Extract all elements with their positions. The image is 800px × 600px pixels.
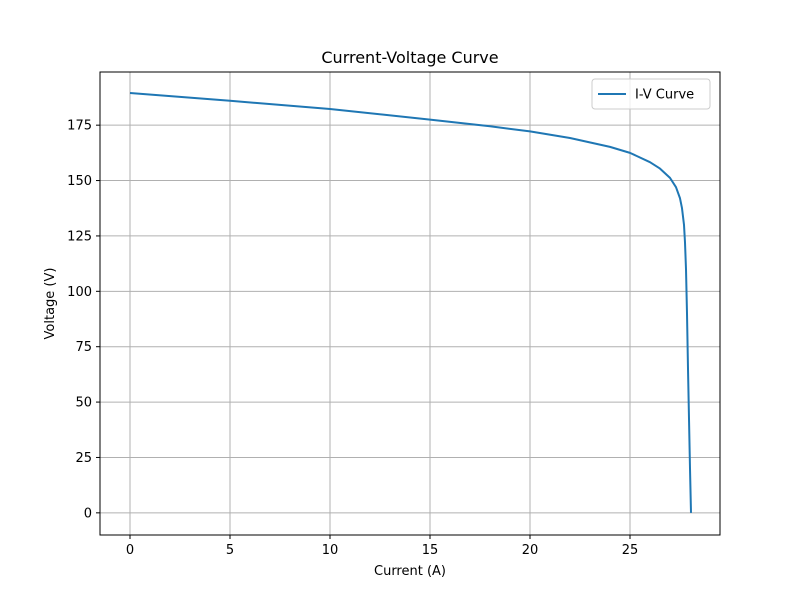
chart-title: Current-Voltage Curve <box>321 48 498 67</box>
x-tick-label: 10 <box>322 543 339 558</box>
y-tick-label: 150 <box>67 174 92 189</box>
legend: I-V Curve <box>591 78 711 110</box>
ticks-layer: 0 5 10 15 20 25 0 25 50 75 100 125 150 175 <box>67 119 638 558</box>
y-tick-label: 100 <box>67 285 92 300</box>
y-tick-label: 75 <box>75 340 92 355</box>
y-tick-label: 125 <box>67 229 92 244</box>
x-tick-label: 15 <box>422 543 439 558</box>
plot-area-frame <box>99 71 721 536</box>
y-axis-label: Voltage (V) <box>43 268 58 340</box>
x-tick-label: 25 <box>622 543 639 558</box>
y-tick-label: 0 <box>84 506 92 521</box>
grid-layer <box>100 72 720 535</box>
x-tick-label: 20 <box>522 543 539 558</box>
y-tick-label: 50 <box>75 396 92 411</box>
x-tick-label: 0 <box>126 543 134 558</box>
line-layer <box>129 92 692 513</box>
x-tick-label: 5 <box>226 543 234 558</box>
x-axis-label: Current (A) <box>374 564 446 579</box>
y-tick-label: 175 <box>67 119 92 134</box>
legend-label: I-V Curve <box>635 88 694 103</box>
series-line-iv-curve <box>129 92 692 513</box>
y-tick-label: 25 <box>75 451 92 466</box>
legend-box <box>591 78 711 110</box>
